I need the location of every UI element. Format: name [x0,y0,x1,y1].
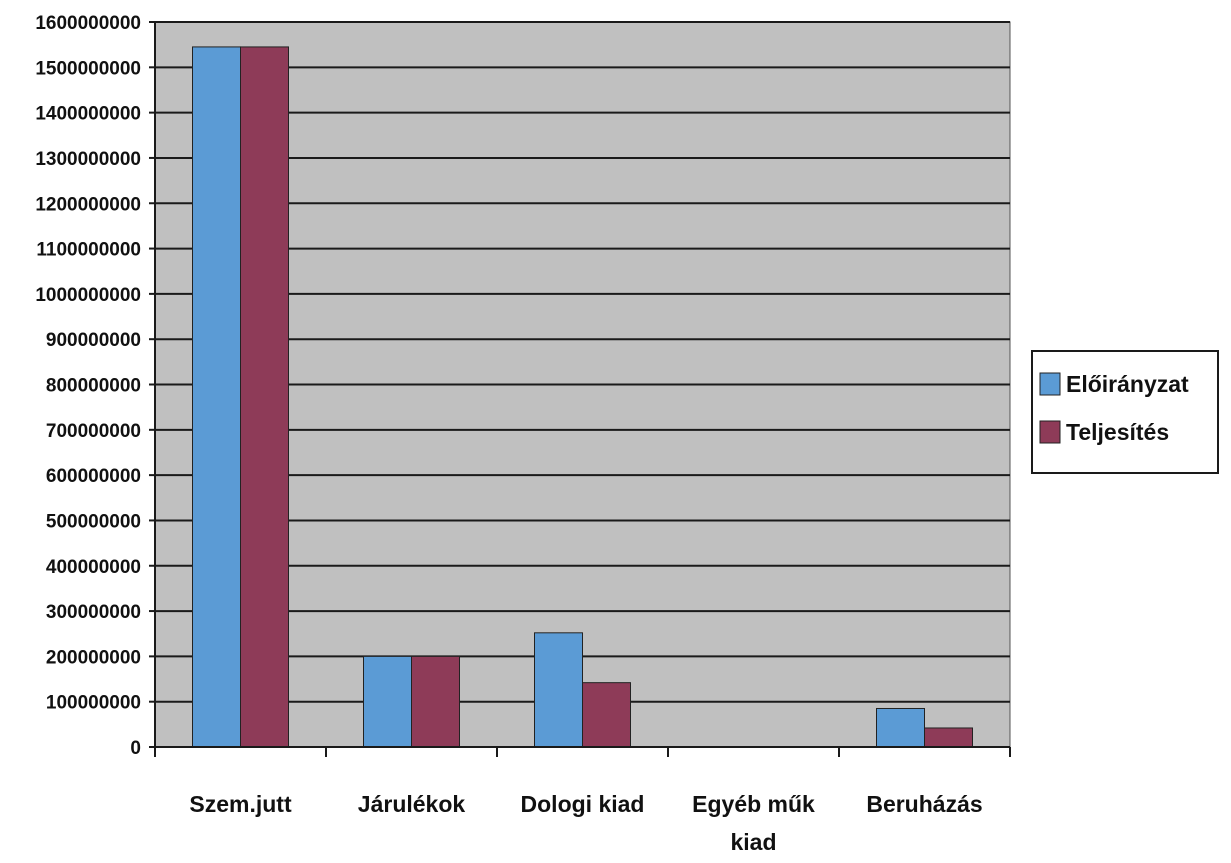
legend-box [1031,350,1219,474]
x-category-label-line: Egyéb műk [692,791,815,817]
y-tick-label: 500000000 [46,511,141,532]
y-tick-label: 1500000000 [35,58,141,79]
y-axis-tick-labels: 0 100000000 200000000 300000000 400000000 500… [35,13,141,759]
y-tick-label: 700000000 [46,421,141,442]
x-category-label: Dologi kiad [521,791,645,817]
y-tick-label: 300000000 [46,602,141,623]
bar [534,632,583,748]
x-category-label-line: Dologi kiad [521,791,645,817]
y-tick-label: 400000000 [46,557,141,578]
y-tick-label: 1100000000 [36,240,141,261]
y-tick-label: 1200000000 [35,194,141,215]
legend: Előirányzat Teljesítés [1031,350,1219,474]
y-tick-label: 600000000 [46,466,141,487]
x-category-label: Beruházás [866,791,982,817]
legend-label: Teljesítés [1066,419,1169,445]
x-category-label: Szem.jutt [189,791,292,817]
gridlines [155,21,1010,703]
x-category-label-line: Szem.jutt [189,791,292,817]
y-tick-label: 100000000 [46,693,141,714]
axes [149,21,1011,757]
y-tick-label: 1300000000 [35,149,141,170]
legend-swatch [1039,420,1061,444]
x-category-label: Járulékok [358,791,466,817]
bar [411,655,460,748]
y-tick-label: 1000000000 [35,285,141,306]
x-axis-category-labels: Szem.jutt Járulékok Dologi kiad Egyéb műk ki… [189,791,982,855]
bar [363,655,412,748]
y-tick-label: 900000000 [46,330,141,351]
bar [876,707,925,748]
bar [582,682,631,748]
x-category-label: Egyéb műk kiad [692,791,815,855]
x-category-label-line: Beruházás [866,791,982,817]
x-category-label-line: Járulékok [358,791,466,817]
y-tick-label: 1600000000 [35,13,141,34]
bar [240,46,289,748]
bar [924,727,973,748]
y-tick-label: 800000000 [46,376,141,397]
bars [192,46,973,748]
legend-swatch [1039,372,1061,396]
y-tick-label: 1400000000 [35,104,141,125]
legend-label: Előirányzat [1066,371,1189,397]
y-tick-label: 200000000 [46,647,141,668]
bar [192,46,241,748]
x-category-label-line: kiad [730,829,776,855]
y-tick-label: 0 [130,738,141,759]
